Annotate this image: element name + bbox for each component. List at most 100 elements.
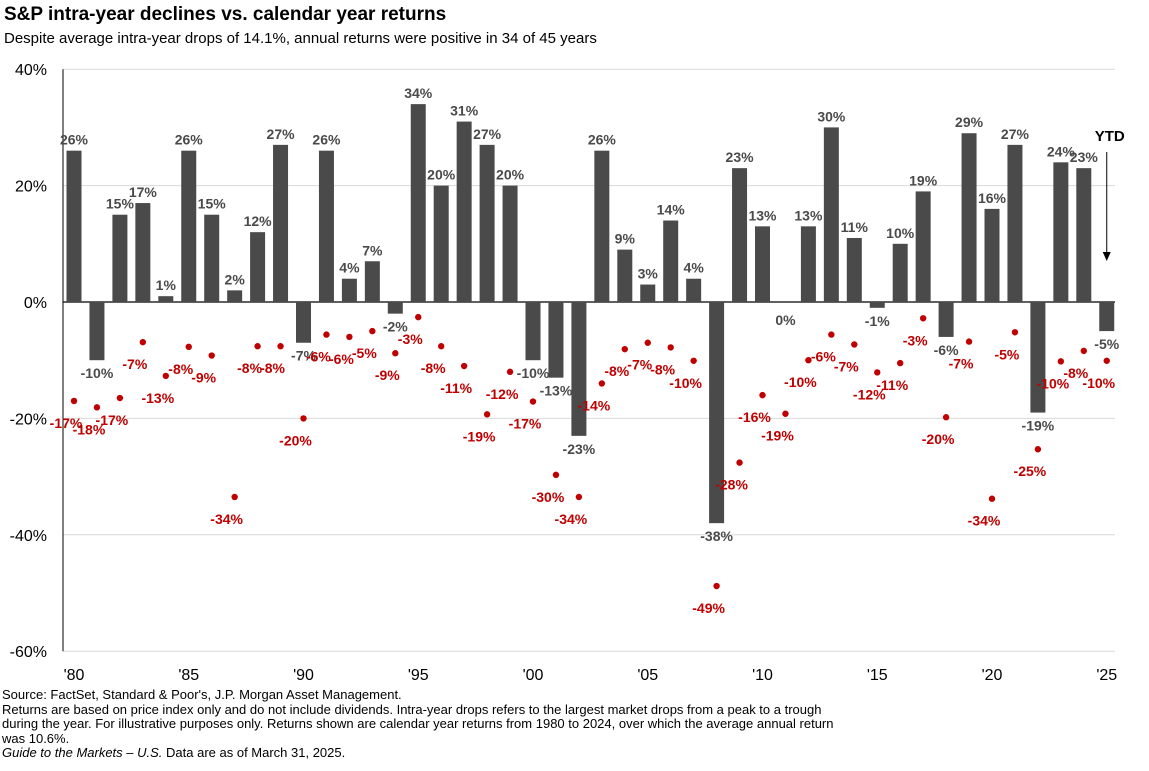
return-bar — [1030, 302, 1046, 413]
intra-year-drop-dot — [1011, 329, 1019, 336]
intra-year-drop-label: -11% — [876, 377, 908, 393]
intra-year-drop-dot — [185, 343, 192, 351]
return-bar-label: 14% — [657, 202, 686, 218]
x-tick-label: '90 — [293, 667, 314, 684]
intra-year-drop-dot — [759, 391, 766, 399]
return-bar-label: 31% — [450, 103, 479, 119]
intra-year-drop-label: -20% — [279, 432, 312, 448]
return-bar — [800, 226, 816, 302]
intra-year-drop-dot — [1057, 358, 1065, 365]
intra-year-drop-label: -9% — [375, 367, 400, 383]
return-bar — [364, 261, 380, 302]
return-bar-label: 3% — [638, 266, 659, 282]
intra-year-drop-label: -7% — [834, 358, 859, 374]
intra-year-drop-dot — [392, 350, 399, 357]
intra-year-drop-label: -19% — [463, 428, 496, 444]
intra-year-drop-label: -8% — [237, 360, 262, 376]
intra-year-drop-label: -8% — [604, 363, 629, 379]
return-bar — [89, 302, 105, 361]
return-bar-label: 24% — [1047, 143, 1076, 159]
return-bar — [410, 104, 426, 303]
intra-year-drop-label: -10% — [784, 374, 817, 390]
return-bar-label: -10% — [81, 365, 114, 381]
intra-year-drop-label: -7% — [627, 357, 652, 373]
intra-year-drop-label: -30% — [532, 489, 565, 505]
intra-year-drop-label: -17% — [509, 416, 542, 432]
return-bar-label: -13% — [540, 383, 573, 399]
intra-year-drop-dot — [919, 315, 927, 322]
guide-date-note: Guide to the Markets – U.S. Data are as … — [2, 745, 1002, 761]
return-bar — [502, 185, 518, 302]
return-bar — [158, 296, 174, 302]
intra-year-drop-label: -8% — [421, 360, 446, 376]
return-bar-label: -19% — [1022, 418, 1055, 434]
intra-year-drop-label: -34% — [555, 511, 588, 527]
return-bar-label: 11% — [841, 219, 869, 235]
return-bar-label: 19% — [909, 172, 938, 188]
intra-year-drop-dot — [162, 372, 169, 380]
return-bar-label: 26% — [588, 132, 617, 148]
intra-year-drop-dot — [323, 331, 330, 338]
intra-year-drop-label: -6% — [306, 349, 331, 365]
return-bar-label: -5% — [1094, 336, 1119, 352]
return-bar-label: 12% — [244, 213, 273, 229]
bar-dot-chart: 26%-10%15%17%1%26%15%2%12%27%-7%26%4%7%-… — [10, 62, 1125, 684]
intra-year-drop-label: -10% — [1082, 375, 1115, 391]
return-bar — [341, 278, 357, 302]
intra-year-drop-label: -9% — [191, 370, 216, 386]
intra-year-drop-dot — [690, 357, 697, 364]
return-bar-label: 1% — [156, 277, 177, 293]
intra-year-drop-dot — [942, 414, 950, 421]
return-bar-label: 7% — [362, 242, 383, 258]
intra-year-drop-dot — [483, 411, 491, 418]
intra-year-drop-dot — [552, 471, 560, 479]
intra-year-drop-dot — [300, 415, 307, 422]
intra-year-drop-dot — [116, 394, 124, 402]
annual-return-bars — [66, 104, 1115, 524]
gridlines — [63, 68, 1115, 652]
intra-year-drop-dot — [667, 344, 674, 351]
return-bar — [135, 203, 151, 302]
return-bar — [433, 185, 449, 302]
return-bar — [823, 127, 839, 303]
return-bar — [204, 214, 220, 302]
return-bar-label: 4% — [339, 260, 360, 276]
y-tick-label: 20% — [15, 179, 47, 196]
intra-year-drop-label: -12% — [853, 386, 886, 402]
x-tick-label: '20 — [982, 667, 1003, 684]
return-bar-label: 2% — [225, 271, 246, 287]
intra-year-drop-dot — [346, 333, 353, 341]
intra-year-drop-dot — [988, 495, 996, 502]
tick-labels: 40% 20% 0% -20% -40% -60% '80 '85 '90 '95 '00 '05 '1… — [10, 62, 1118, 684]
return-bar — [1099, 302, 1115, 332]
return-bar-label: 10% — [886, 225, 915, 241]
intra-year-drop-dot — [460, 362, 468, 370]
intra-year-drop-label: -7% — [949, 356, 974, 372]
return-bar — [181, 150, 197, 302]
intra-year-drop-label: -5% — [352, 345, 377, 361]
intra-year-drop-dots — [70, 313, 1110, 590]
x-tick-label: '10 — [752, 667, 773, 684]
intra-year-drop-label: -19% — [761, 428, 794, 444]
intra-year-drop-dot — [369, 327, 376, 335]
chart-subtitle: Despite average intra-year drops of 14.1… — [4, 30, 597, 47]
return-bar-label: 20% — [427, 167, 456, 183]
methodology-note-1: Returns are based on price index only an… — [2, 701, 822, 717]
intra-year-drop-dot — [1034, 446, 1042, 453]
intra-year-drop-dot — [598, 380, 606, 387]
return-bar — [571, 302, 587, 436]
intra-year-drop-label: -34% — [210, 511, 243, 527]
return-bar-label: -23% — [563, 441, 596, 457]
return-bar-label: -10% — [517, 365, 550, 381]
intra-year-drop-dot — [713, 582, 720, 590]
return-bar-label: 23% — [726, 149, 755, 165]
intra-year-drop-dot — [277, 343, 284, 350]
x-tick-label: '05 — [637, 667, 658, 684]
intra-year-drop-label: -3% — [398, 331, 423, 347]
x-tick-label: '00 — [523, 667, 544, 684]
intra-year-drop-label: -12% — [486, 386, 519, 402]
intra-year-drop-label: -6% — [811, 349, 836, 365]
y-tick-label: 40% — [15, 62, 47, 79]
return-bar — [548, 302, 564, 378]
methodology-note-3: was 10.6%. — [2, 730, 70, 746]
